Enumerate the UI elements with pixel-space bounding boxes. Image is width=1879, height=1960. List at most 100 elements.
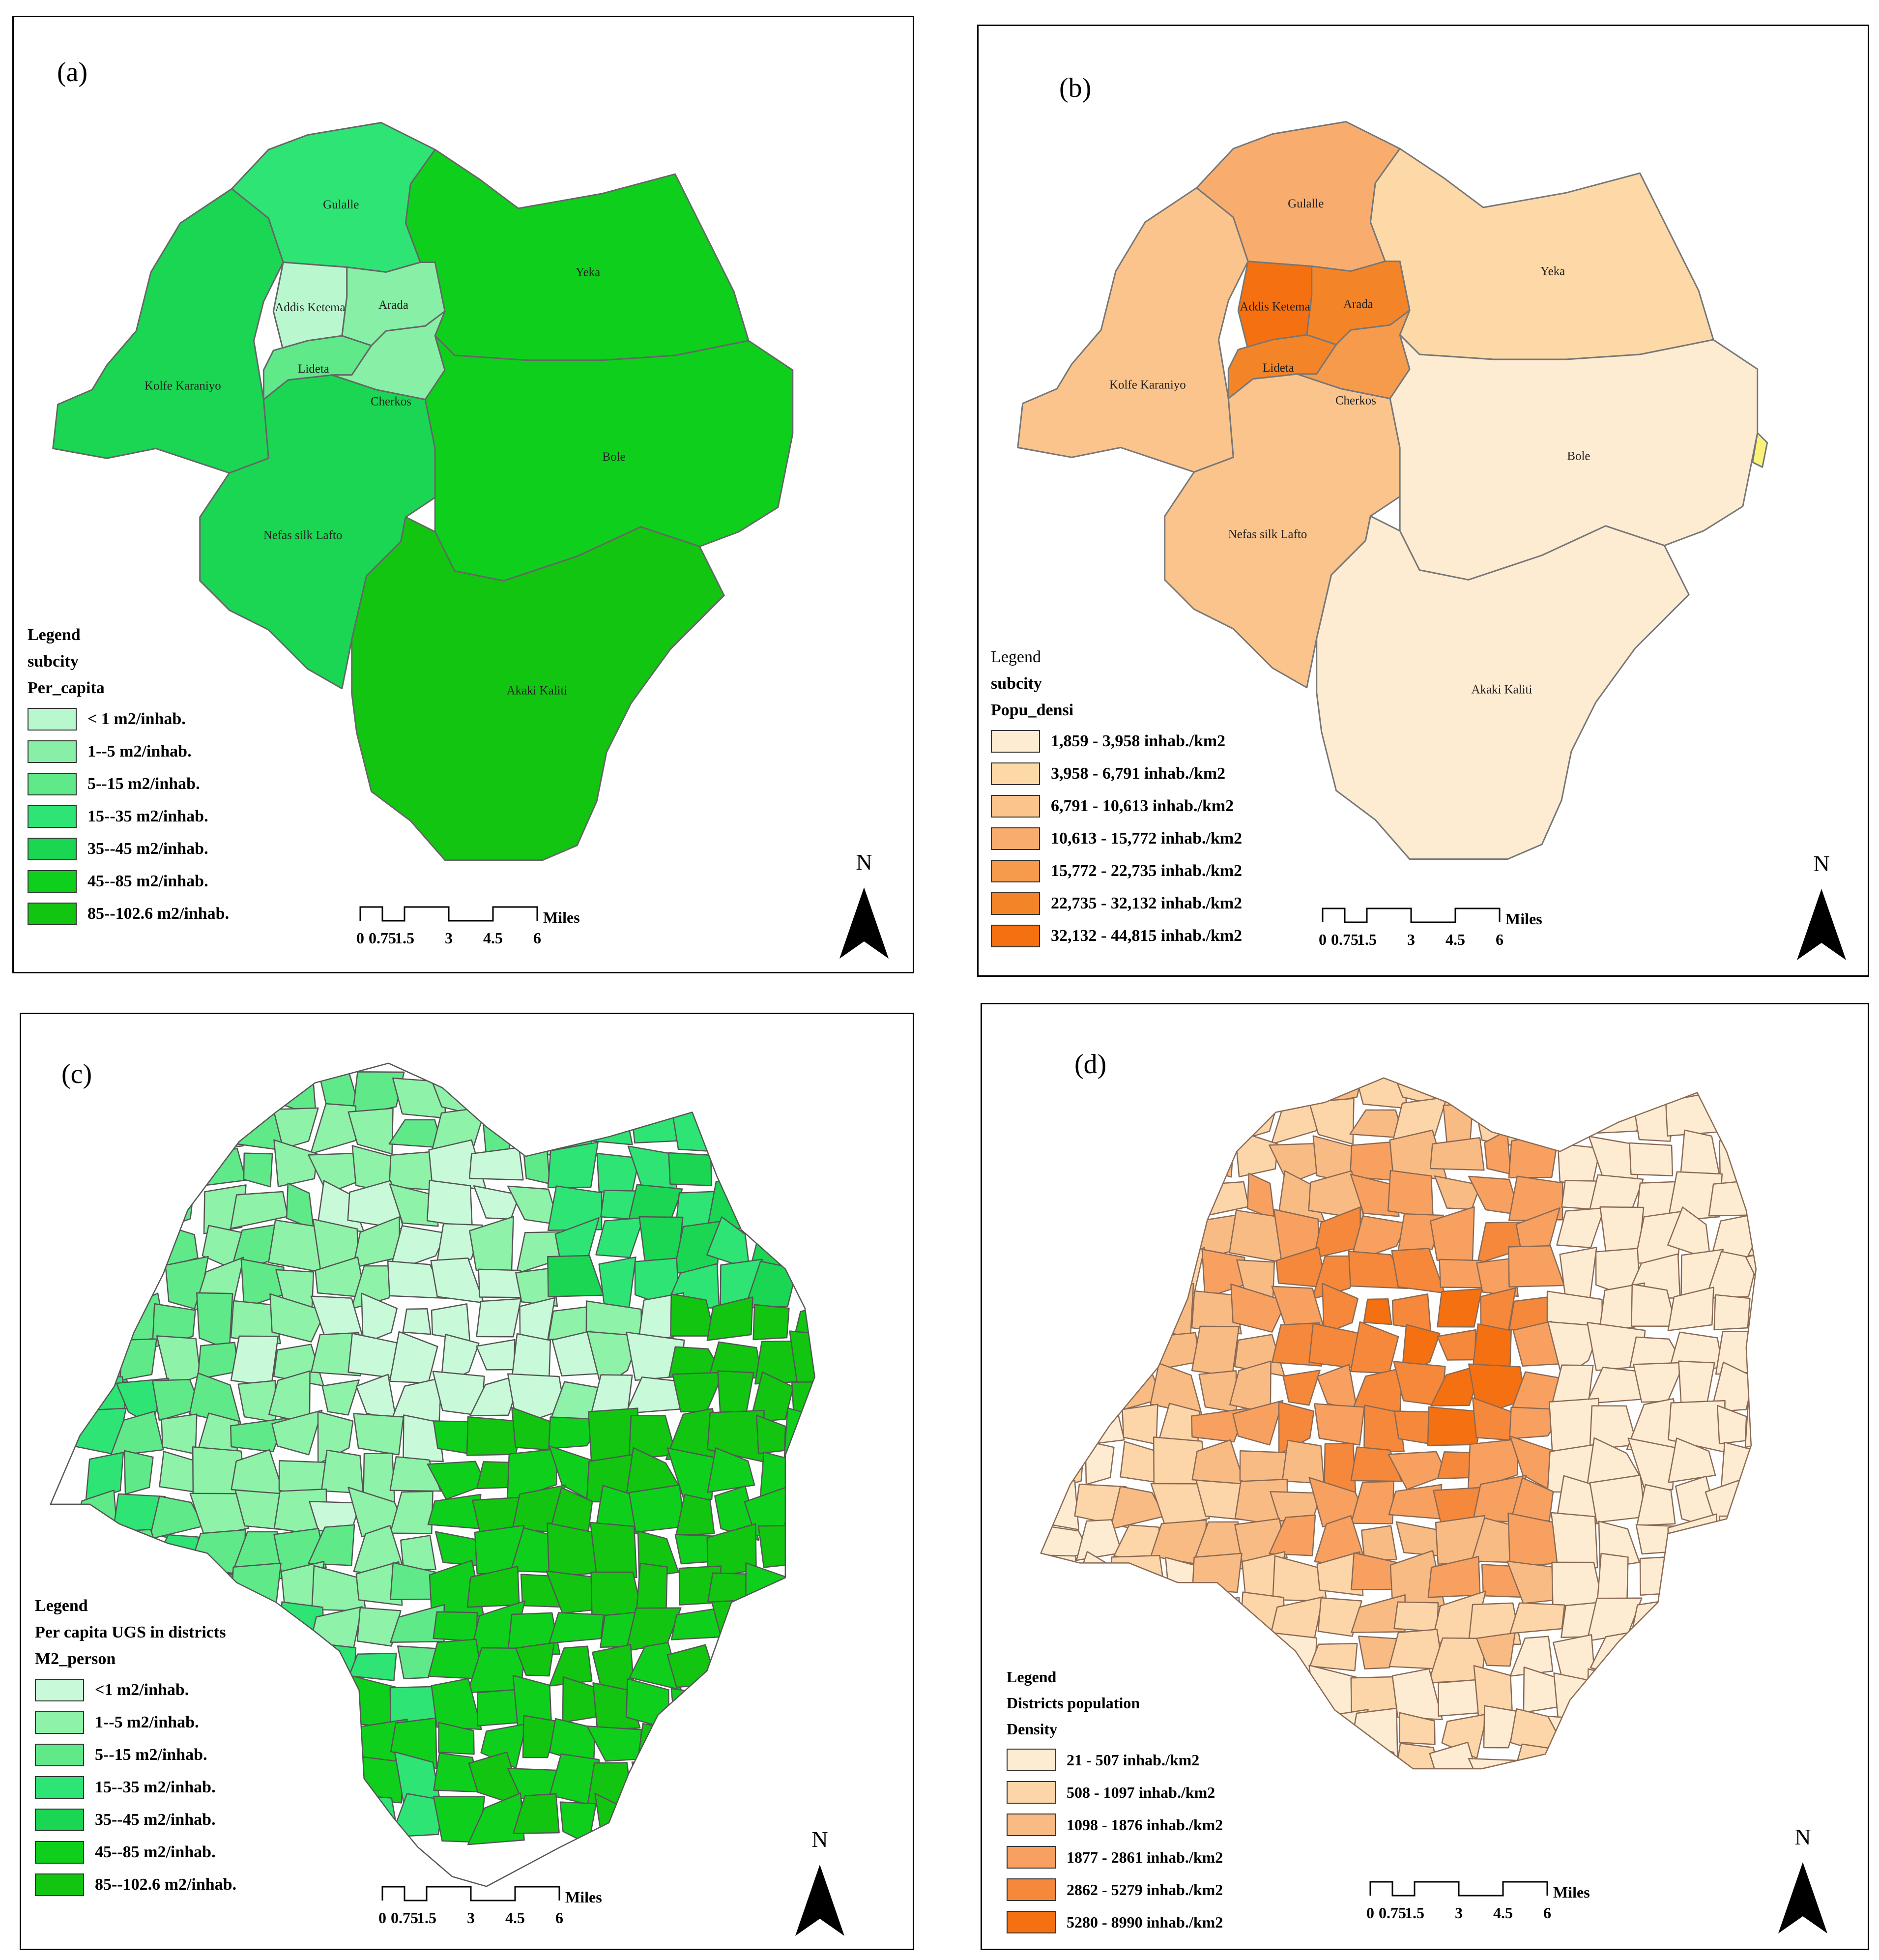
district (1244, 1715, 1284, 1753)
scale-tick-label: 0 (378, 1909, 386, 1927)
region-label-cherkos: Cherkos (371, 395, 411, 409)
legend-item: 1--5 m2/inhab. (35, 1709, 236, 1736)
district (1744, 1397, 1756, 1448)
district (72, 1490, 118, 1540)
legend-label: 45--85 m2/inhab. (95, 1843, 216, 1861)
district (704, 1101, 758, 1146)
region-label-akaki: Akaki Kaliti (507, 684, 568, 698)
district (1352, 1784, 1404, 1827)
district (1627, 1437, 1677, 1492)
district (1745, 1475, 1756, 1524)
district (1350, 1481, 1394, 1524)
legend-swatch (991, 795, 1040, 818)
legend-item: 22,735 - 32,132 inhab./km2 (991, 890, 1242, 917)
district (783, 1407, 815, 1458)
district (824, 1187, 869, 1234)
district (85, 1452, 124, 1502)
district (1041, 1284, 1085, 1338)
subcity-map: Gulalle Yeka Addis Ketema Arada Kolfe Ka… (1017, 121, 1768, 860)
legend-swatch (35, 1873, 84, 1896)
district (1236, 1783, 1278, 1827)
scale-tick-label: 4.5 (483, 929, 503, 947)
district (1476, 1258, 1519, 1297)
legend-label: 21 - 507 inhab./km2 (1067, 1751, 1200, 1769)
district (392, 1077, 446, 1119)
district (1509, 1602, 1565, 1634)
district (231, 1757, 281, 1796)
district (468, 1146, 524, 1181)
north-arrow-icon: N (795, 1827, 844, 1936)
district (708, 1768, 762, 1806)
district (1718, 1094, 1756, 1147)
legend-swatch (35, 1809, 84, 1831)
district (196, 1292, 233, 1350)
legend: Legend Per capita UGS in districts M2_pe… (35, 1597, 236, 1903)
district (1393, 1601, 1439, 1633)
district (1791, 1558, 1833, 1607)
district (231, 1789, 285, 1838)
district (312, 1796, 365, 1847)
district (1190, 1078, 1237, 1111)
district (1310, 1745, 1364, 1769)
district (1790, 1599, 1838, 1642)
district (119, 1338, 157, 1381)
district (347, 1108, 394, 1155)
legend-swatch (35, 1679, 84, 1701)
district (1794, 1479, 1830, 1525)
district (1790, 1103, 1838, 1132)
district (466, 1070, 519, 1121)
north-arrow-icon: N (1797, 851, 1846, 960)
north-arrow: N (1792, 849, 1851, 970)
legend-label: 508 - 1097 inhab./km2 (1067, 1783, 1215, 1801)
district (834, 1294, 877, 1342)
district (1474, 1784, 1520, 1823)
scale-tick-label: 6 (555, 1909, 563, 1927)
district (793, 1150, 815, 1187)
district (1745, 1628, 1756, 1675)
district (1786, 1522, 1844, 1559)
district (311, 1332, 361, 1376)
district (1509, 1636, 1554, 1677)
legend-item: 35--45 m2/inhab. (28, 835, 229, 863)
district (71, 1067, 119, 1119)
district (706, 1070, 751, 1119)
district (1394, 1786, 1445, 1832)
scale-unit: Miles (1553, 1883, 1590, 1901)
legend-item: 1877 - 2861 inhab./km2 (1007, 1843, 1223, 1871)
district (161, 1413, 198, 1455)
district (1716, 1404, 1747, 1444)
district (1748, 1436, 1756, 1485)
district (1192, 1552, 1243, 1593)
district (835, 1455, 880, 1493)
district (1273, 1787, 1325, 1837)
north-label: N (1813, 851, 1829, 876)
district (1350, 1215, 1408, 1263)
district (1437, 1329, 1476, 1361)
legend-swatch (991, 892, 1040, 915)
panel-label: (d) (1074, 1049, 1107, 1080)
district (438, 1722, 475, 1755)
legend-item: 35--45 m2/inhab. (35, 1806, 236, 1834)
district (1070, 1401, 1125, 1447)
district (348, 1794, 398, 1848)
legend-swatch (991, 730, 1040, 753)
district (1508, 1078, 1552, 1093)
district (230, 1335, 279, 1387)
district (1508, 1175, 1563, 1222)
district (1082, 1283, 1127, 1333)
district (1112, 1293, 1157, 1339)
district (1154, 1138, 1208, 1177)
scale-tick-label: 1.5 (1357, 931, 1377, 948)
district (1757, 1098, 1797, 1137)
scale-tick-label: 0 (356, 929, 364, 947)
panel-c: (c) Legend Per capita UGS in districts M… (20, 1013, 914, 1950)
district (402, 1308, 432, 1335)
district (828, 1415, 877, 1461)
scale-bar-line (1322, 907, 1501, 923)
district (1508, 1245, 1565, 1288)
legend-swatch (991, 925, 1040, 947)
district (747, 1189, 793, 1227)
district (829, 1609, 877, 1652)
district (1079, 1594, 1127, 1641)
scale-unit: Miles (565, 1888, 602, 1906)
